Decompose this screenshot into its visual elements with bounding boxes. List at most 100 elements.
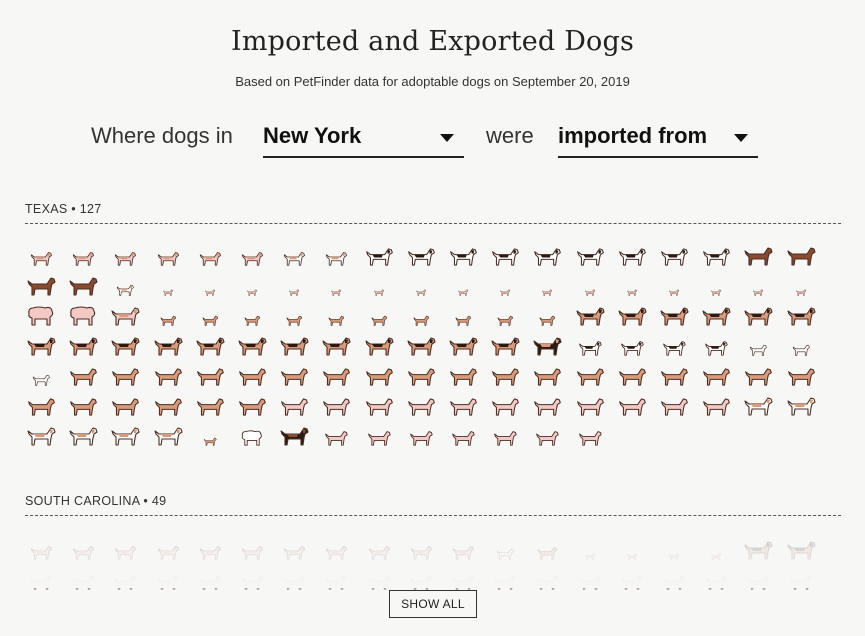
dog-icon[interactable] [531,330,563,356]
dog-icon[interactable] [152,330,184,356]
dog-icon[interactable] [447,390,479,416]
dog-icon[interactable] [785,300,817,326]
dog-icon[interactable] [320,270,352,296]
dog-icon[interactable] [320,240,352,266]
dog-icon[interactable] [363,240,395,266]
dog-icon[interactable] [616,360,648,386]
dog-icon[interactable] [109,390,141,416]
dog-icon[interactable] [785,330,817,356]
dog-icon[interactable] [658,330,690,356]
dog-icon[interactable] [405,390,437,416]
dog-icon[interactable] [616,534,648,560]
dog-icon[interactable] [194,420,226,446]
dog-icon[interactable] [785,360,817,386]
dog-icon[interactable] [67,534,99,560]
dog-icon[interactable] [785,564,817,590]
dog-icon[interactable] [616,330,648,356]
dog-icon[interactable] [363,330,395,356]
dog-icon[interactable] [785,270,817,296]
dog-icon[interactable] [236,390,268,416]
dog-icon[interactable] [574,534,606,560]
dog-icon[interactable] [700,534,732,560]
dog-icon[interactable] [25,564,57,590]
dog-icon[interactable] [700,390,732,416]
dog-icon[interactable] [236,564,268,590]
dog-icon[interactable] [531,390,563,416]
dog-icon[interactable] [447,240,479,266]
dog-icon[interactable] [658,534,690,560]
dog-icon[interactable] [489,564,521,590]
dog-icon[interactable] [742,300,774,326]
dog-icon[interactable] [700,270,732,296]
dog-icon[interactable] [67,420,99,446]
dog-icon[interactable] [236,240,268,266]
dog-icon[interactable] [531,240,563,266]
dog-icon[interactable] [574,270,606,296]
dog-icon[interactable] [700,360,732,386]
dog-icon[interactable] [363,270,395,296]
dog-icon[interactable] [616,240,648,266]
dog-icon[interactable] [152,300,184,326]
dog-icon[interactable] [194,390,226,416]
dog-icon[interactable] [194,534,226,560]
dog-icon[interactable] [25,390,57,416]
dog-icon[interactable] [25,420,57,446]
dog-icon[interactable] [67,564,99,590]
dog-icon[interactable] [531,300,563,326]
dog-icon[interactable] [489,534,521,560]
dog-icon[interactable] [616,390,648,416]
dog-icon[interactable] [363,390,395,416]
dog-icon[interactable] [363,534,395,560]
dog-icon[interactable] [278,270,310,296]
dog-icon[interactable] [489,420,521,446]
dog-icon[interactable] [700,240,732,266]
dog-icon[interactable] [109,534,141,560]
dog-icon[interactable] [152,534,184,560]
dog-icon[interactable] [447,270,479,296]
dog-icon[interactable] [109,270,141,296]
dog-icon[interactable] [236,360,268,386]
dog-icon[interactable] [447,330,479,356]
dog-icon[interactable] [25,240,57,266]
dog-icon[interactable] [742,360,774,386]
dog-icon[interactable] [405,564,437,590]
dog-icon[interactable] [320,420,352,446]
dog-icon[interactable] [742,390,774,416]
dog-icon[interactable] [152,240,184,266]
dog-icon[interactable] [320,300,352,326]
dog-icon[interactable] [405,420,437,446]
dog-icon[interactable] [489,300,521,326]
dog-icon[interactable] [152,390,184,416]
dog-icon[interactable] [616,300,648,326]
dog-icon[interactable] [278,360,310,386]
dog-icon[interactable] [278,534,310,560]
dog-icon[interactable] [531,564,563,590]
dog-icon[interactable] [405,300,437,326]
dog-icon[interactable] [405,534,437,560]
dog-icon[interactable] [447,360,479,386]
dog-icon[interactable] [152,360,184,386]
dog-icon[interactable] [109,360,141,386]
dog-icon[interactable] [489,240,521,266]
dog-icon[interactable] [194,300,226,326]
dog-icon[interactable] [785,390,817,416]
dog-icon[interactable] [658,390,690,416]
dog-icon[interactable] [574,300,606,326]
dog-icon[interactable] [489,360,521,386]
dog-icon[interactable] [152,420,184,446]
show-all-button[interactable]: SHOW ALL [389,590,477,618]
dog-icon[interactable] [531,534,563,560]
dog-icon[interactable] [67,300,99,326]
dog-icon[interactable] [447,534,479,560]
dog-icon[interactable] [109,420,141,446]
dog-icon[interactable] [67,240,99,266]
dog-icon[interactable] [447,300,479,326]
dog-icon[interactable] [531,270,563,296]
dog-icon[interactable] [405,360,437,386]
dog-icon[interactable] [658,270,690,296]
dog-icon[interactable] [25,300,57,326]
dog-icon[interactable] [320,360,352,386]
dog-icon[interactable] [742,330,774,356]
dog-icon[interactable] [236,534,268,560]
dog-icon[interactable] [574,564,606,590]
